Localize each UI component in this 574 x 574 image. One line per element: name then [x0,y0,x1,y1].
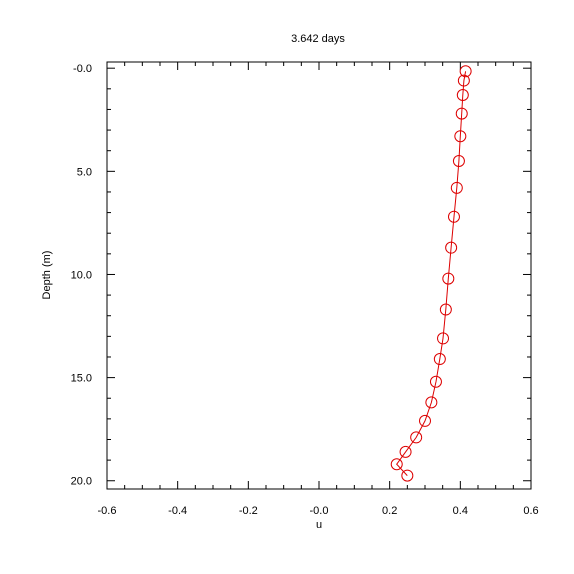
x-tick-labels: -0.6 -0.4 -0.2 -0.0 0.2 0.4 0.6 [98,505,539,517]
data-point [455,107,468,120]
y-axis-title: Depth (m) [41,251,53,300]
data-point [429,375,442,388]
data-point [410,431,423,444]
data-point [433,353,446,366]
data-point [439,303,452,316]
y-tick-label: 5.0 [77,166,92,178]
x-tick-label: -0.2 [239,505,258,517]
y-tick-label: -0.0 [73,63,92,75]
data-point [425,396,438,409]
data-point [456,89,469,102]
x-axis-title: u [316,519,322,531]
chart-title: 3.642 days [291,33,345,45]
data-point [399,445,412,458]
plot-frame [106,61,532,490]
data-point [447,210,460,223]
data-point [401,469,414,482]
data-point [442,272,455,285]
x-tick-label: -0.6 [98,505,117,517]
x-tick-label: 0.4 [453,505,468,517]
data-point [457,74,470,87]
data-point [452,155,465,168]
series-line [396,71,467,476]
data-point [419,414,431,427]
data-point [390,458,403,471]
axis-ticks [106,62,532,489]
data-point [454,130,467,143]
x-tick-label: -0.0 [310,505,329,517]
data-point [437,332,450,345]
x-tick-label: 0.2 [382,505,397,517]
data-point [459,65,472,78]
data-point [445,241,458,254]
data-point [450,181,463,194]
y-tick-label: 10.0 [71,269,92,281]
y-tick-label: 20.0 [71,476,92,488]
x-tick-label: 0.6 [523,505,538,517]
x-tick-label: -0.4 [168,505,187,517]
y-tick-labels: -0.0 5.0 10.0 15.0 20.0 [71,63,92,488]
series-layer [390,65,472,482]
y-tick-label: 15.0 [71,373,92,385]
